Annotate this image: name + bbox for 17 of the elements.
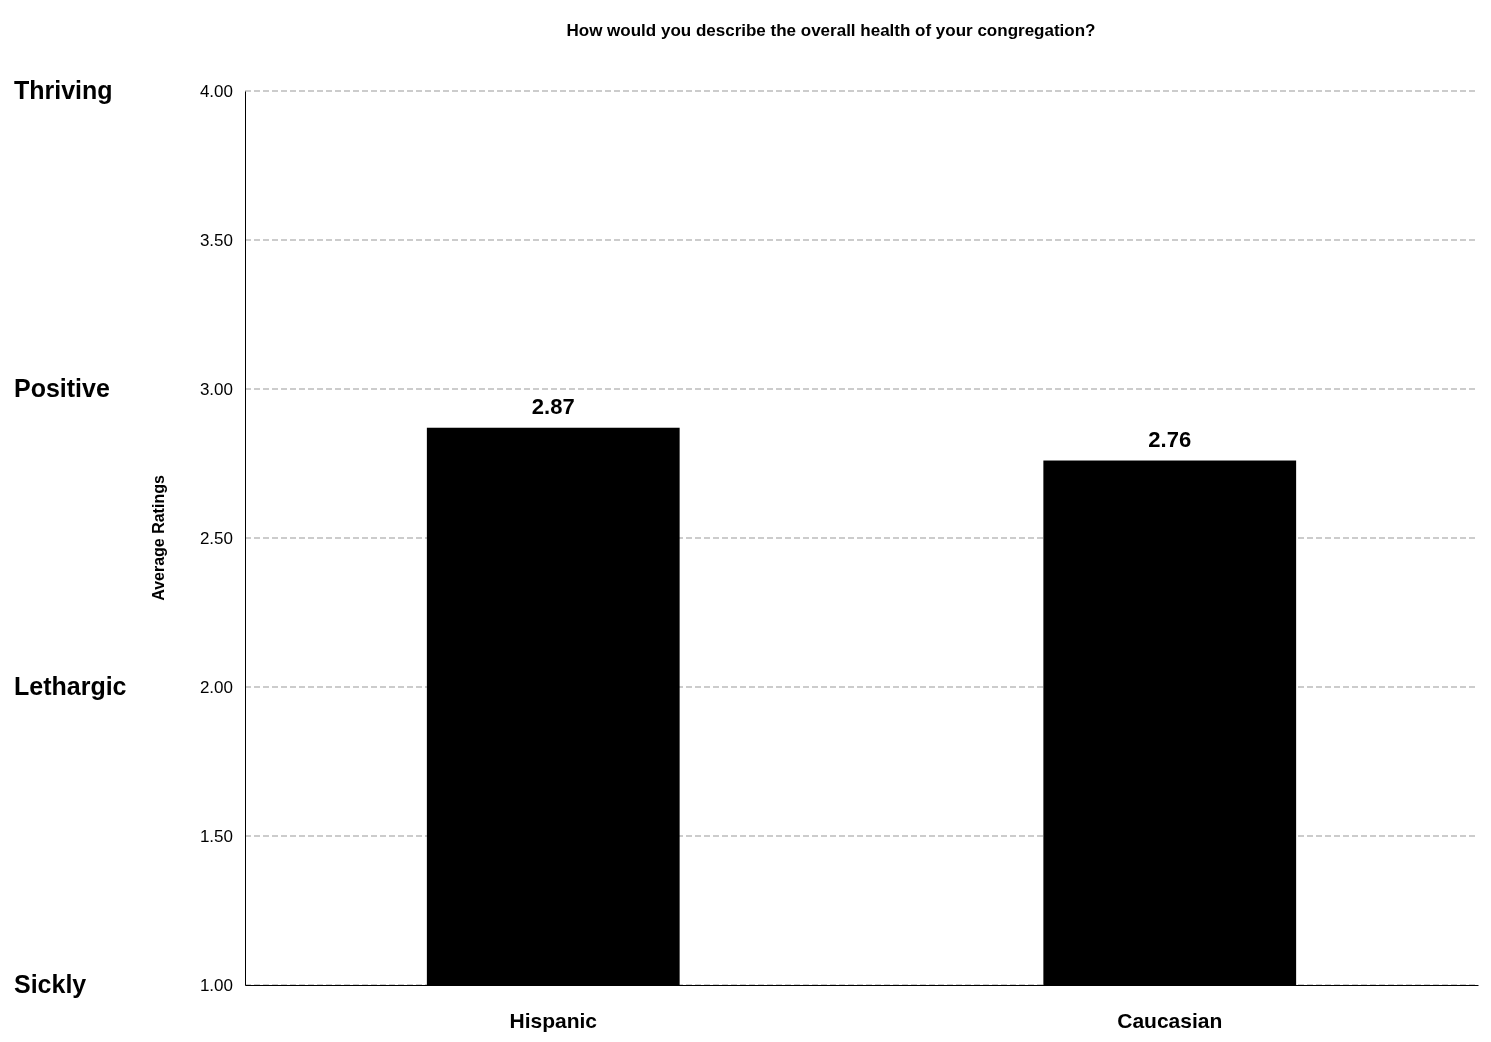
- data-label: 2.76: [1148, 426, 1192, 452]
- y-axis-title: Average Ratings: [150, 475, 167, 601]
- y-tick-label: 2.50: [199, 528, 233, 548]
- chart-title: How would you describe the overall health of your congregation?: [566, 21, 1096, 40]
- y-tick-label: 3.00: [199, 379, 233, 399]
- text: Thriving: [14, 76, 113, 104]
- y-tick-label: 2.00: [199, 677, 233, 697]
- y-tick-label: 1.00: [199, 975, 233, 995]
- y-tick-label: 3.50: [199, 230, 233, 250]
- data-label: 2.87: [531, 393, 575, 419]
- x-tick-label: Caucasian: [1117, 1008, 1223, 1032]
- text: Positive: [14, 374, 110, 402]
- y-tick-label: 1.50: [199, 826, 233, 846]
- y-tick-label: 4.00: [199, 81, 233, 101]
- text: Sickly: [14, 970, 87, 998]
- text: Lethargic: [14, 672, 127, 700]
- x-tick-label: Hispanic: [509, 1008, 598, 1032]
